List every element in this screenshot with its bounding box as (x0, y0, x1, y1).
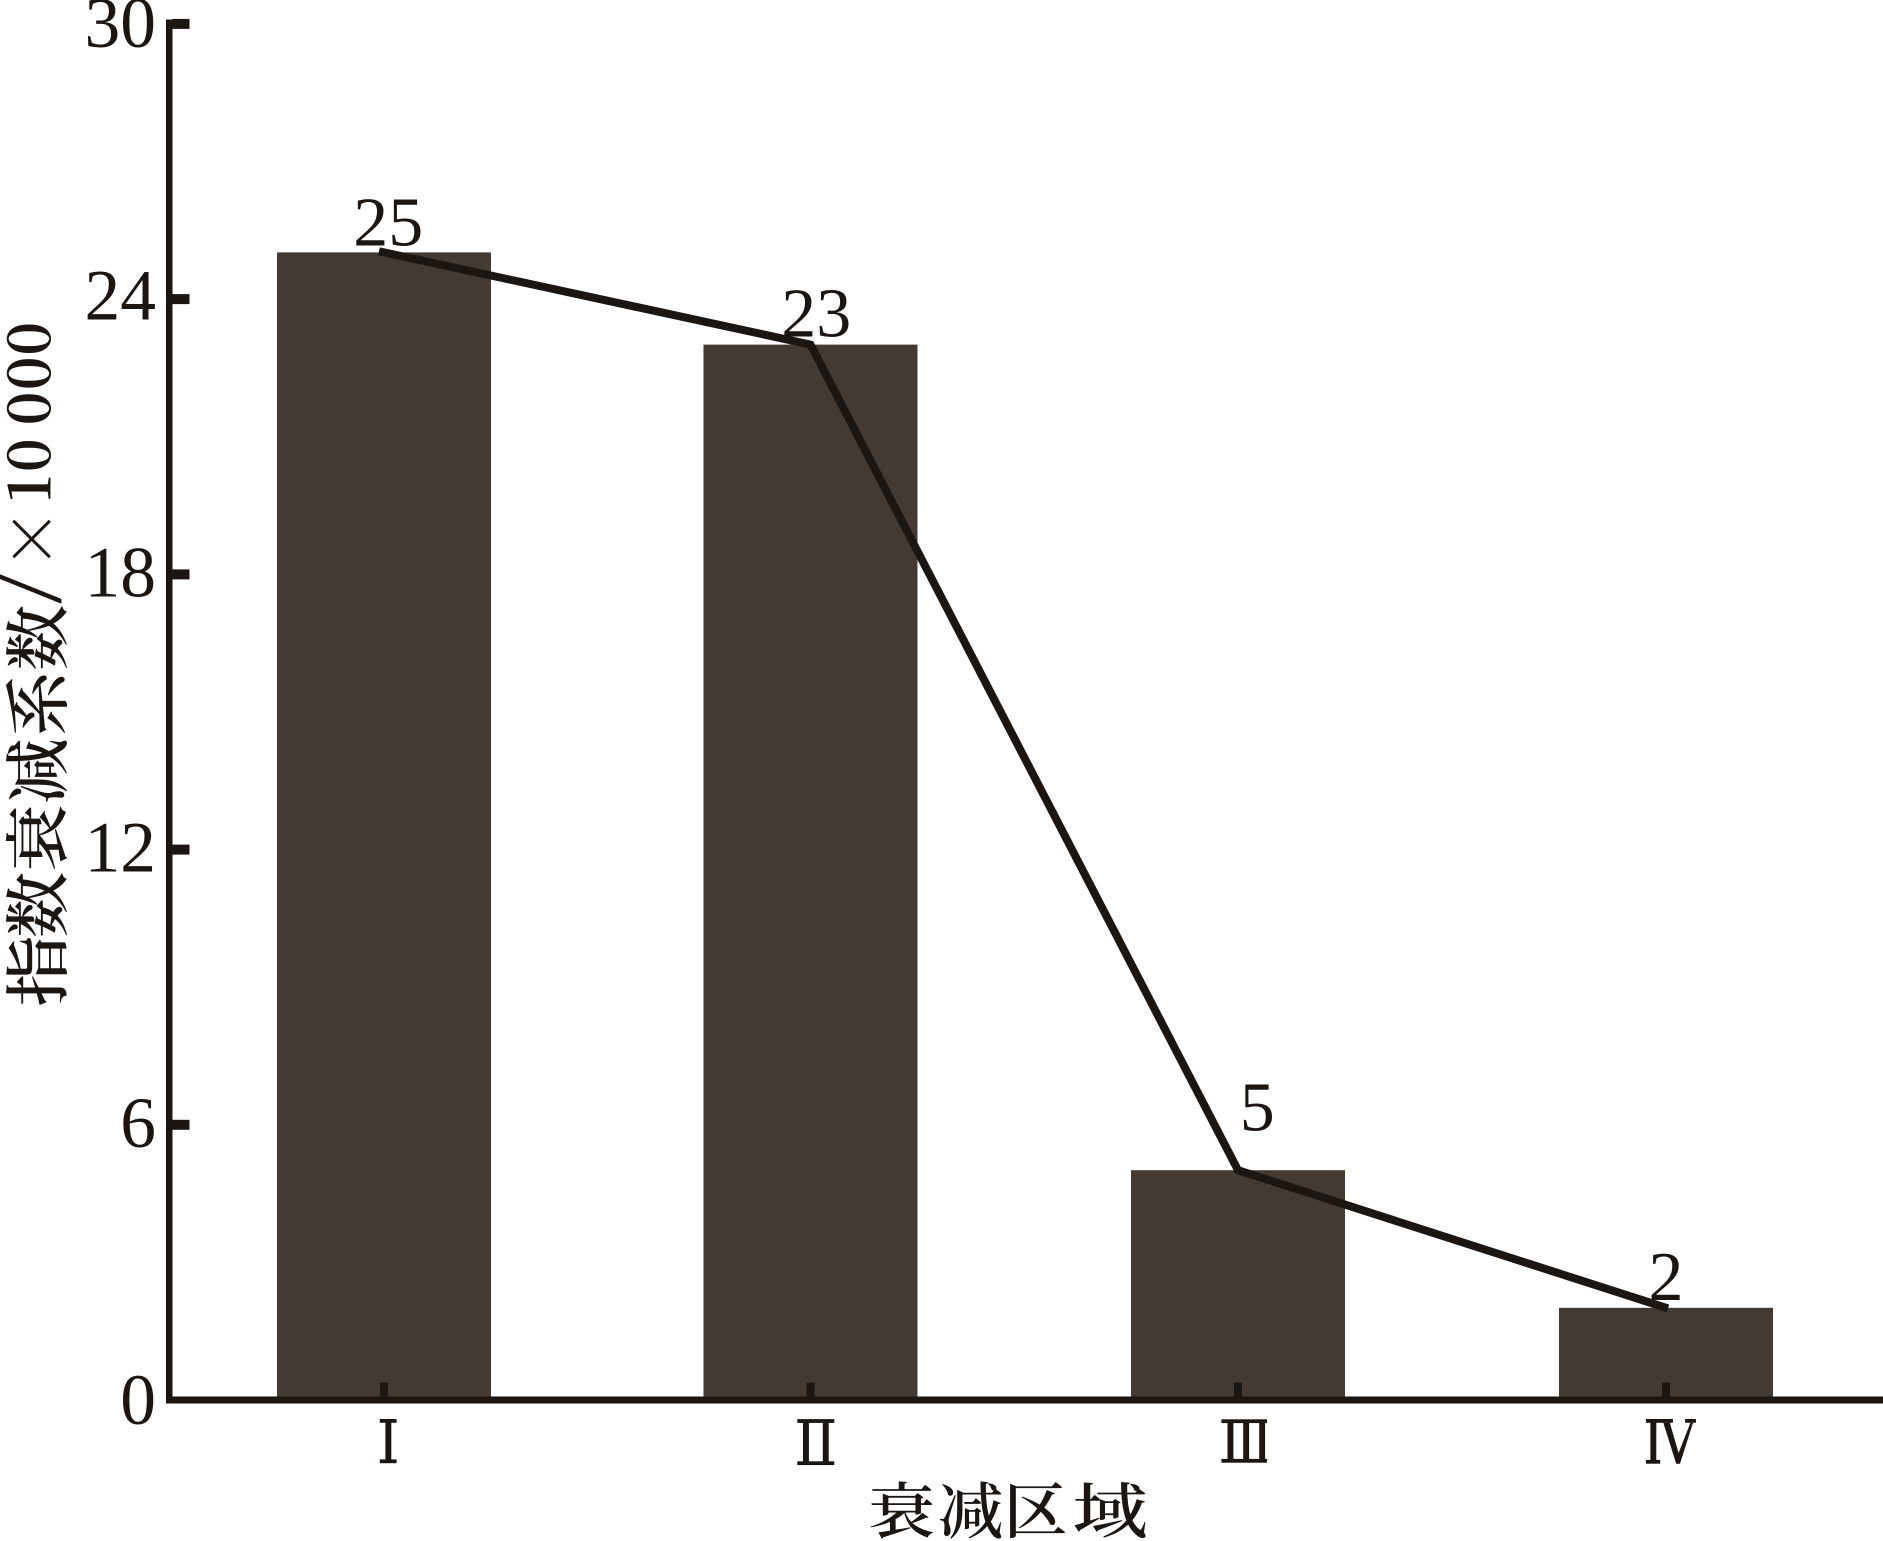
svg-text:25: 25 (353, 184, 423, 261)
svg-text:18: 18 (85, 534, 157, 613)
svg-text:5: 5 (1240, 1070, 1275, 1147)
svg-text:6: 6 (120, 1084, 156, 1163)
svg-text:23: 23 (781, 276, 851, 353)
svg-text:30: 30 (85, 0, 157, 63)
svg-text:12: 12 (85, 809, 157, 888)
svg-text:24: 24 (85, 257, 157, 336)
svg-text:2: 2 (1649, 1239, 1684, 1316)
svg-text:0: 0 (120, 1361, 156, 1440)
